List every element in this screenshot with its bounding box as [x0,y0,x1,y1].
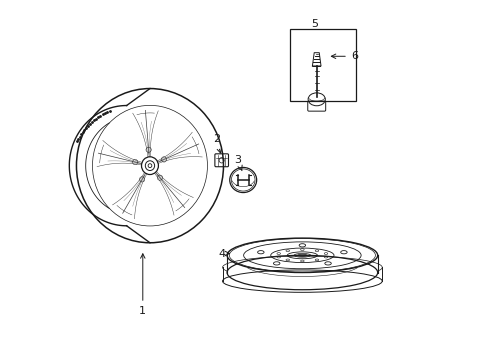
Bar [290,30,356,101]
Text: 2: 2 [213,134,221,153]
Text: 3: 3 [234,155,242,171]
Text: 5: 5 [312,19,318,29]
Text: 6: 6 [331,51,358,61]
Text: 1: 1 [139,254,147,316]
Text: 4: 4 [218,248,230,258]
